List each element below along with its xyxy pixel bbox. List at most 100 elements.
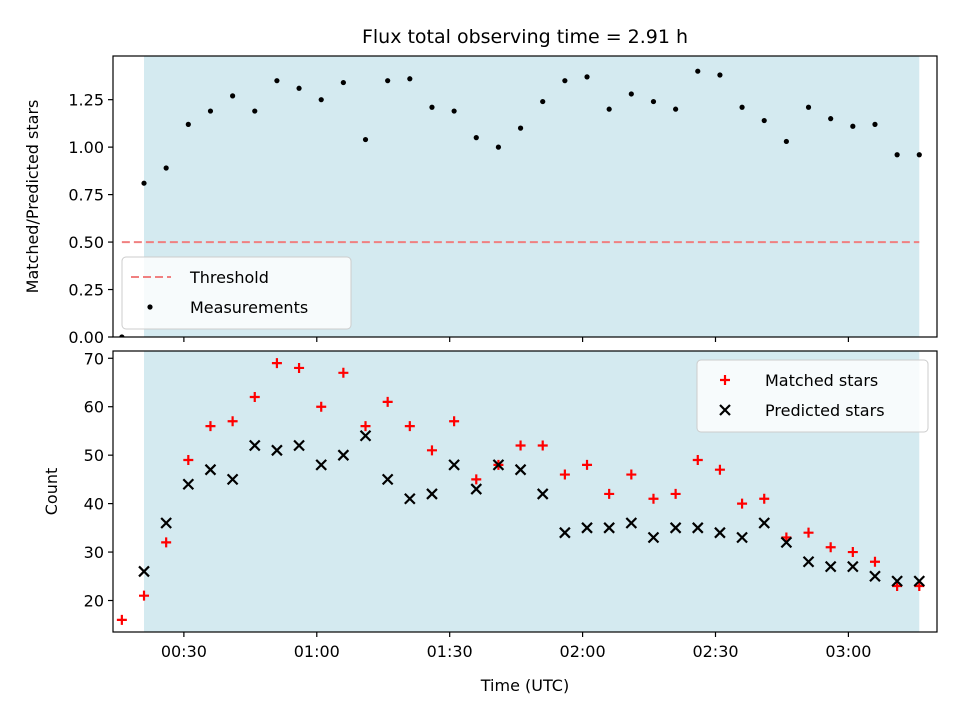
- matched-stars-point: [449, 416, 460, 427]
- matched-stars-point: [692, 455, 703, 466]
- ratio-y-axis-label: Matched/Predicted stars: [23, 100, 42, 294]
- matched-stars-point: [515, 440, 526, 451]
- count-axes-frame: [112, 350, 938, 633]
- predicted-stars-point: [426, 488, 438, 500]
- matched-stars-point: [316, 401, 327, 412]
- predicted-stars-point: [404, 492, 416, 505]
- matched-stars-point: [869, 556, 880, 567]
- count-y-tick-label: 60: [84, 398, 104, 417]
- predicted-stars-point: [891, 575, 903, 587]
- predicted-stars-series: [138, 430, 926, 587]
- predicted-stars-point: [736, 531, 748, 544]
- count-y-tick-label: 40: [84, 495, 104, 514]
- predicted-stars-point: [514, 463, 527, 476]
- matched-stars-point: [249, 392, 260, 403]
- x-tick-label: 02:00: [560, 642, 606, 661]
- predicted-stars-point: [847, 560, 859, 573]
- count-y-tick-label: 30: [84, 543, 104, 562]
- matched-stars-point: [803, 527, 814, 538]
- predicted-stars-point: [182, 478, 195, 491]
- measurements-series: [119, 68, 922, 337]
- matched-stars-point: [648, 493, 659, 504]
- predicted-stars-point: [714, 526, 726, 539]
- measurements-point: [230, 93, 236, 99]
- count-y-axis-label: Count: [42, 468, 61, 516]
- matched-stars-point: [271, 358, 282, 369]
- predicted-stars-point: [603, 522, 615, 534]
- predicted-stars-point: [780, 536, 793, 549]
- measurements-point: [540, 98, 546, 105]
- measurements-point: [828, 116, 834, 122]
- predicted-stars-point: [204, 463, 217, 476]
- matched-stars-point: [626, 469, 637, 480]
- measurements-point: [761, 117, 767, 124]
- predicted-stars-point: [581, 522, 593, 534]
- count-y-tick-label: 20: [84, 592, 104, 611]
- ratio-y-tick-label: 1.25: [68, 91, 104, 110]
- predicted-stars-point: [315, 459, 327, 471]
- measurements-point: [296, 85, 302, 91]
- x-axis-label: Time (UTC): [480, 676, 569, 695]
- ratio-axes-frame: [112, 55, 938, 338]
- measurements-point: [562, 78, 568, 84]
- predicted-stars-point: [758, 517, 771, 529]
- measurements-point: [362, 136, 369, 143]
- matched-stars-point: [604, 488, 615, 499]
- measurements-point: [252, 108, 258, 114]
- measurements-point: [473, 135, 479, 141]
- ratio-legend: Threshold Measurements: [121, 256, 352, 330]
- measurements-point: [207, 108, 214, 114]
- matched-stars-point: [360, 421, 371, 432]
- measurements-point: [429, 104, 435, 110]
- count-legend-box: [696, 359, 929, 433]
- predicted-stars-point: [869, 570, 881, 583]
- predicted-stars-point: [448, 459, 460, 471]
- matched-stars-point: [537, 440, 548, 451]
- x-tick-label: 03:00: [825, 642, 871, 661]
- count-data: [116, 358, 926, 625]
- matched-stars-point: [825, 542, 836, 553]
- matched-stars-point: [759, 493, 770, 504]
- predicted-stars-point: [536, 488, 549, 500]
- matched-stars-point: [559, 469, 570, 480]
- count-panel: 20 30 40 50 60 70 00:30 01:00 01:30 02:00 02:30 03:…: [42, 349, 938, 661]
- measurements-point: [407, 76, 413, 82]
- count-y-tick-label: 50: [84, 446, 104, 465]
- predicted-stars-point: [138, 565, 150, 578]
- measurements-point: [850, 123, 856, 129]
- predicted-stars-point: [271, 444, 283, 457]
- predicted-stars-point: [824, 560, 837, 573]
- ratio-y-tick-label: 0.75: [68, 186, 104, 205]
- legend-threshold-label: Threshold: [189, 268, 269, 287]
- predicted-stars-point: [226, 473, 239, 486]
- predicted-stars-point: [559, 526, 571, 539]
- matched-stars-point: [205, 421, 216, 432]
- matched-stars-point: [227, 416, 238, 427]
- predicted-stars-point: [160, 517, 172, 529]
- measurements-point: [805, 104, 812, 110]
- ratio-y-tick-label: 0.50: [68, 233, 104, 252]
- predicted-stars-point: [248, 439, 261, 452]
- matched-stars-point: [161, 537, 172, 548]
- x-tick-label: 00:30: [161, 642, 207, 661]
- predicted-stars-point: [381, 473, 394, 486]
- ratio-y-tick-label: 0.25: [68, 281, 104, 300]
- measurements-point: [274, 78, 280, 84]
- measurements-point: [673, 106, 679, 112]
- measurements-point: [119, 334, 125, 337]
- matched-stars-point: [404, 421, 415, 432]
- matched-stars-point: [847, 547, 858, 558]
- predicted-stars-point: [913, 575, 926, 587]
- legend-measurements-swatch: [147, 304, 153, 310]
- predicted-stars-point: [359, 430, 372, 442]
- predicted-stars-point: [625, 517, 638, 529]
- matched-stars-point: [139, 590, 150, 601]
- measurements-point: [517, 125, 524, 131]
- measurements-point: [695, 68, 701, 74]
- measurements-point: [606, 106, 612, 112]
- predicted-stars-point: [293, 439, 305, 452]
- matched-stars-point: [582, 459, 593, 470]
- matched-stars-series: [116, 358, 925, 625]
- measurements-point: [628, 91, 634, 97]
- legend-predicted-stars-swatch: [719, 404, 731, 416]
